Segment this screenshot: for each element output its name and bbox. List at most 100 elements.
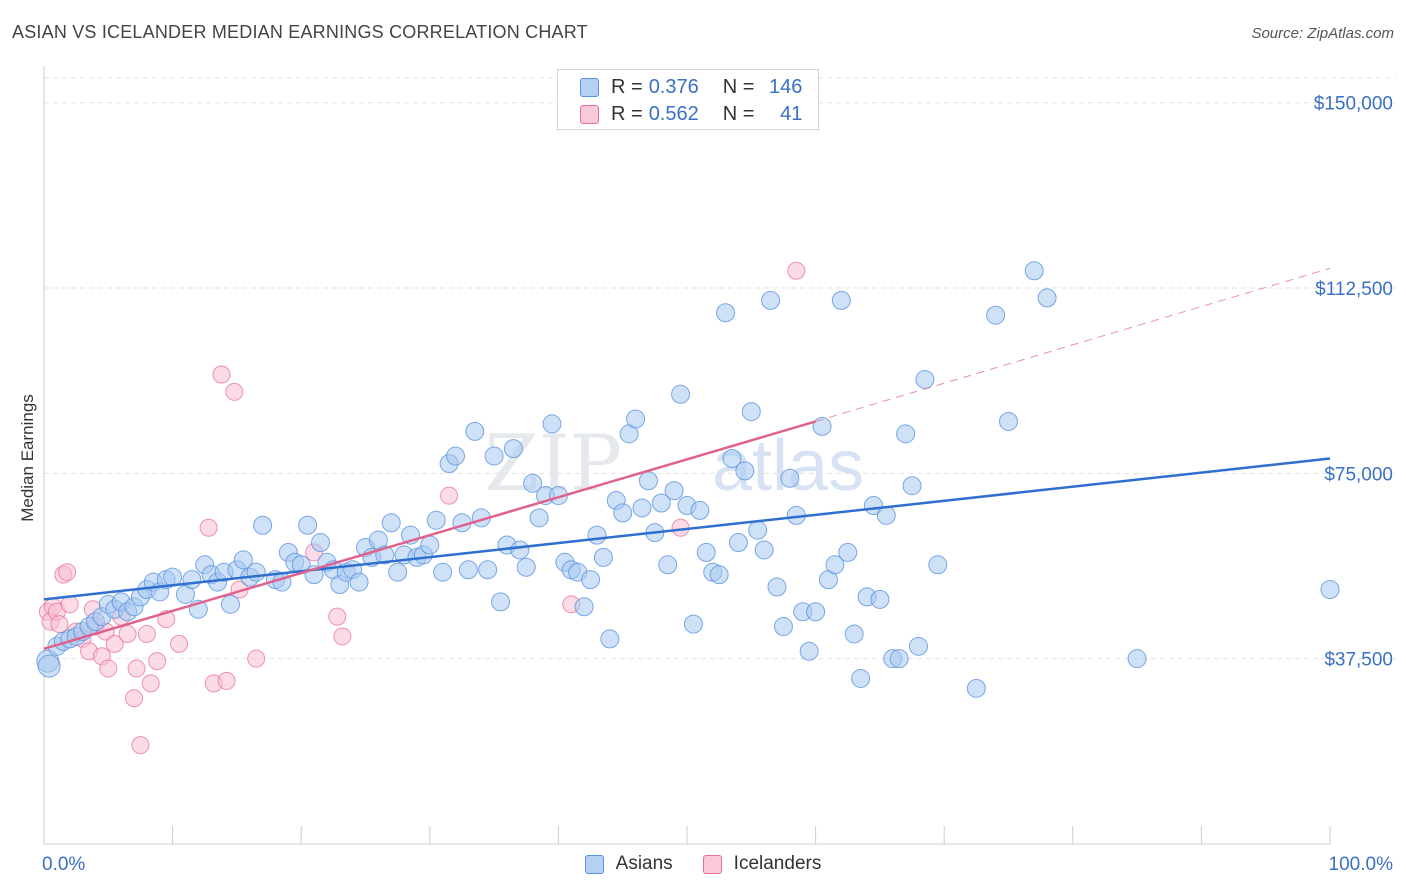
asians-point (825, 555, 845, 575)
asians-point (1127, 649, 1147, 669)
asians-point (516, 557, 536, 577)
correlation-legend: R = 0.376 N = 146 R = 0.562 N = 41 (557, 69, 819, 130)
icelanders-point (787, 261, 806, 280)
asians-swatch (584, 854, 604, 874)
legend-label-icelanders: Icelanders (733, 853, 822, 874)
asians-point (542, 414, 562, 434)
asians-point (664, 481, 684, 501)
icelanders-point (170, 634, 189, 653)
asians-point (928, 555, 948, 575)
legend-item-asians: Asians (584, 853, 673, 875)
asians-point (908, 636, 928, 656)
asians-point (1320, 579, 1340, 599)
asians-point (844, 624, 864, 644)
asians-point (246, 562, 266, 582)
asians-point (741, 402, 761, 422)
n-label: N = (722, 75, 755, 98)
asians-point (671, 384, 691, 404)
asians-point (503, 439, 523, 459)
axes (43, 66, 1331, 845)
asians-point (683, 614, 703, 634)
icelanders-point (328, 607, 347, 626)
legend-item-icelanders: Icelanders (702, 853, 822, 875)
asians-point (780, 468, 800, 488)
asians-point (1024, 261, 1044, 281)
asians-point (587, 525, 607, 545)
icelanders-swatch (702, 854, 722, 874)
asians-point (966, 678, 986, 698)
asians-point (735, 461, 755, 481)
asians-point (600, 629, 620, 649)
asians-point (388, 562, 408, 582)
asians-point (773, 617, 793, 637)
icelanders-point (105, 634, 124, 653)
asians-point (233, 550, 253, 570)
asians-point (491, 592, 511, 612)
icelanders-trend-line (43, 420, 816, 650)
icelanders-point (212, 365, 231, 384)
asians-point (465, 421, 485, 441)
legend-row-asians: R = 0.376 N = 146 (580, 76, 802, 98)
r-label: R = (611, 102, 643, 125)
y-tick-label: $112,500 (1315, 279, 1393, 300)
icelanders-point (50, 615, 69, 634)
asians-point (838, 542, 858, 562)
asians-point (696, 542, 716, 562)
asians-point (433, 562, 453, 582)
asians-point (767, 577, 787, 597)
asians-point (182, 570, 202, 590)
icelanders-point (141, 674, 160, 693)
asians-point (529, 508, 549, 528)
asians-point (799, 641, 819, 661)
icelanders-point (131, 736, 150, 755)
asians-swatch (580, 77, 599, 97)
icelanders-point (118, 624, 137, 643)
icelanders-point (671, 518, 690, 537)
icelanders-point (99, 659, 118, 678)
y-tick-label: $37,500 (1324, 650, 1393, 671)
asians-point (446, 446, 466, 466)
asians-point (426, 510, 446, 530)
y-tick-label: $150,000 (1314, 94, 1393, 115)
asians-point (381, 513, 401, 533)
icelanders-point (217, 671, 236, 690)
asians-point (761, 290, 781, 310)
icelanders-point (148, 652, 167, 671)
icelanders-trend-extension (815, 267, 1331, 422)
asians-point (658, 555, 678, 575)
asians-point (484, 446, 504, 466)
asians-point (716, 303, 736, 323)
icelanders-point (199, 518, 218, 537)
asians-point (754, 540, 774, 560)
trend-lines (43, 267, 1331, 650)
asians-point (310, 533, 330, 553)
icelanders-point (125, 689, 144, 708)
asians-point (626, 409, 646, 429)
icelanders-point (127, 659, 146, 678)
asians-point (613, 503, 633, 523)
asians-point (812, 416, 832, 436)
asians-point (593, 547, 613, 567)
asians-trend-line (43, 457, 1331, 601)
asians-point (349, 572, 369, 592)
r-value: 0.562 (648, 102, 699, 125)
asians-point (896, 424, 916, 444)
icelanders-point (58, 563, 77, 582)
icelanders-point (440, 486, 459, 505)
r-label: R = (611, 75, 643, 98)
n-value: 146 (769, 75, 803, 98)
y-tick-label: $75,000 (1324, 464, 1393, 485)
asians-point (651, 493, 671, 513)
asians-point (253, 515, 273, 535)
series-legend: Asians Icelanders (0, 852, 1406, 876)
source-label: Source: ZipAtlas.com (1251, 25, 1394, 42)
asians-point (632, 498, 652, 518)
icelanders-points (38, 261, 806, 755)
asians-point (574, 597, 594, 617)
asians-point (831, 290, 851, 310)
asians-point (806, 602, 826, 622)
legend-label-asians: Asians (615, 853, 673, 874)
icelanders-point (247, 649, 266, 668)
icelanders-point (137, 624, 156, 643)
